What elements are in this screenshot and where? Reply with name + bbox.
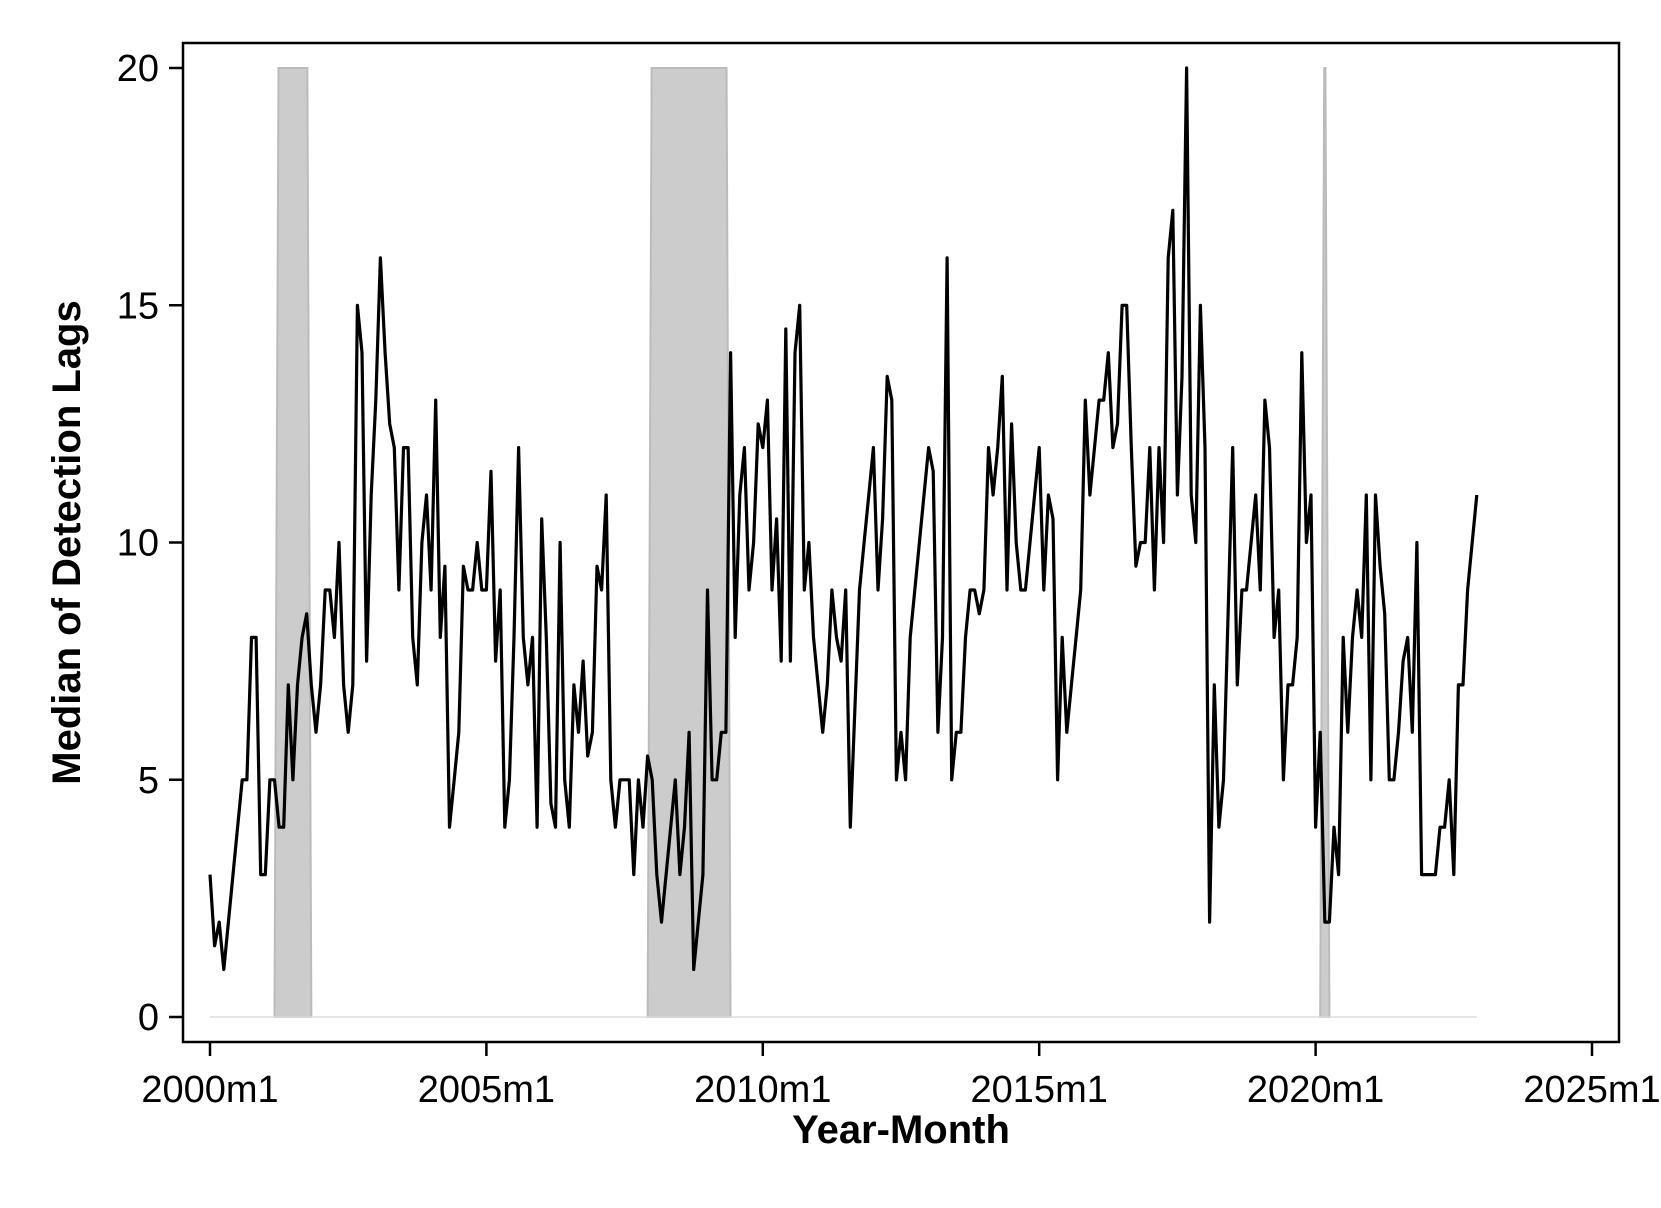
x-tick-label-2010m1: 2010m1 [694, 1069, 831, 1111]
x-tick-label-2005m1: 2005m1 [418, 1069, 555, 1111]
y-tick-label-0: 0 [138, 997, 159, 1039]
x-axis-title: Year-Month [792, 1108, 1010, 1152]
y-tick-label-5: 5 [138, 760, 159, 802]
y-axis-title: Median of Detection Lags [45, 300, 89, 785]
shaded-period-2 [646, 67, 732, 1018]
x-tick-label-2025m1: 2025m1 [1523, 1069, 1660, 1111]
x-axis: 2000m1 2005m1 2010m1 2015m1 2020m1 2025m1 [141, 1042, 1661, 1111]
x-tick-label-2000m1: 2000m1 [141, 1069, 278, 1111]
y-tick-label-20: 20 [117, 48, 159, 90]
series-line [208, 66, 1479, 972]
x-tick-label-2015m1: 2015m1 [971, 1069, 1108, 1111]
y-axis: 0 5 10 15 20 [117, 48, 183, 1039]
shaded-period-1 [273, 67, 313, 1018]
y-tick-label-10: 10 [117, 523, 159, 565]
x-tick-label-2020m1: 2020m1 [1247, 1069, 1384, 1111]
y-tick-label-15: 15 [117, 285, 159, 327]
